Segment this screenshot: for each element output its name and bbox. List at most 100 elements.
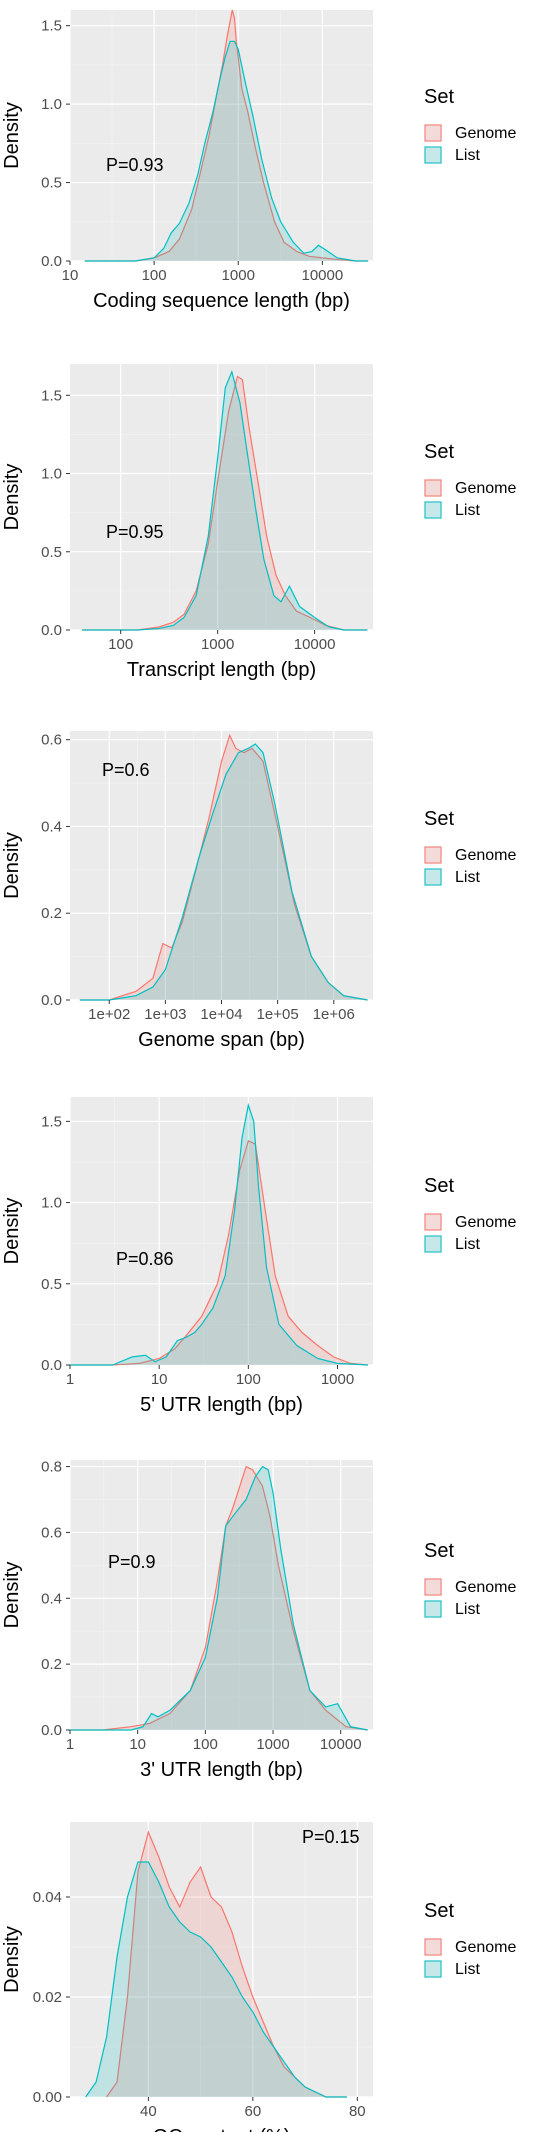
legend-key-background [424, 1600, 442, 1618]
legend-key-list [424, 1960, 442, 1978]
x-tick-label: 10000 [320, 1736, 362, 1753]
legend-label-list: List [455, 869, 480, 886]
legend-key-genome [424, 479, 442, 497]
density-fill-list [82, 371, 368, 630]
legend-title: Set [424, 441, 454, 463]
density-fill-genome [82, 376, 368, 630]
y-tick-label: 0.6 [41, 732, 62, 749]
density-fill-genome [84, 10, 369, 261]
legend-key-background [424, 846, 442, 864]
legend-title: Set [424, 1900, 454, 1922]
x-tick-label: 100 [108, 636, 133, 653]
legend-key-background [424, 146, 442, 164]
x-tick-label: 1000 [321, 1371, 354, 1388]
x-tick-label: 40 [140, 2103, 157, 2120]
legend-label-genome: Genome [455, 1214, 516, 1231]
density-panel-4: 1 10 100 1000 0.0 0.5 1.0 1.5 5' UTR length (bp)… [1, 1097, 516, 1416]
p-value-annotation: P=0.86 [116, 1249, 174, 1269]
density-fill-genome [70, 1466, 368, 1730]
density-line-genome [82, 375, 368, 631]
p-value-annotation: P=0.9 [108, 1552, 156, 1572]
y-tick-label: 0.5 [41, 544, 62, 561]
y-tick-label: 0.0 [41, 1722, 62, 1739]
x-tick-label: 1e+05 [257, 1006, 299, 1023]
legend-key-genome [424, 1938, 442, 1956]
y-tick-label: 0.00 [33, 2089, 62, 2106]
density-panel-2: 100 1000 10000 0.0 0.5 1.0 1.5 Transcript lengt… [1, 364, 516, 681]
legend-key-list [424, 146, 442, 164]
y-tick-label: 0.8 [41, 1459, 62, 1476]
legend-key-background [424, 501, 442, 519]
density-fill-list [79, 744, 368, 1000]
x-tick-label: 1e+02 [88, 1006, 130, 1023]
density-fill-genome [106, 1832, 347, 2097]
legend-label-list: List [455, 147, 480, 164]
density-panel-3: 1e+02 1e+03 1e+04 1e+05 1e+06 0.0 0.2 0.4 0.6 Gen… [1, 731, 516, 1051]
y-tick-label: 0.2 [41, 1656, 62, 1673]
panel-background [70, 1460, 373, 1730]
p-value-annotation: P=0.15 [302, 1827, 360, 1847]
x-tick-label: 100 [142, 267, 167, 284]
legend-key-background [424, 868, 442, 886]
legend-key-background [424, 1235, 442, 1253]
density-line-list [79, 743, 368, 1001]
x-tick-label: 1e+03 [144, 1006, 186, 1023]
legend-label-list: List [455, 1961, 480, 1978]
x-tick-label: 10 [129, 1736, 146, 1753]
y-tick-label: 0.04 [33, 1889, 62, 1906]
density-fill-list [70, 1105, 369, 1365]
y-tick-label: 0.4 [41, 818, 62, 835]
legend-label-genome: Genome [455, 1939, 516, 1956]
x-tick-label: 80 [349, 2103, 366, 2120]
legend-key-background [424, 1938, 442, 1956]
y-tick-label: 0.0 [41, 992, 62, 1009]
x-axis-title: 5' UTR length (bp) [140, 1394, 303, 1416]
x-axis-title: 3' UTR length (bp) [140, 1759, 303, 1781]
legend-key-background [424, 1960, 442, 1978]
density-panel-6: 40 60 80 0.00 0.02 0.04 GC content (%) Density P… [1, 1822, 516, 2132]
y-tick-label: 0.6 [41, 1524, 62, 1541]
x-tick-label: 1000 [256, 1736, 289, 1753]
legend-key-list [424, 501, 442, 519]
y-tick-label: 0.0 [41, 622, 62, 639]
y-axis-title: Density [1, 1926, 23, 1993]
y-tick-label: 1.0 [41, 466, 62, 483]
x-tick-label: 10 [62, 267, 79, 284]
density-line-genome [70, 1140, 369, 1366]
x-tick-label: 1 [66, 1371, 74, 1388]
p-value-annotation: P=0.93 [106, 155, 164, 175]
y-tick-label: 1.5 [41, 387, 62, 404]
density-panel-5: 1 10 100 1000 10000 0.0 0.2 0.4 0.6 0.8 3' UTR len… [1, 1459, 516, 1781]
legend-key-list [424, 1235, 442, 1253]
y-tick-label: 0.4 [41, 1590, 62, 1607]
density-fill-list [84, 41, 369, 261]
x-tick-label: 1e+04 [200, 1006, 242, 1023]
y-tick-label: 1.5 [41, 18, 62, 35]
legend-label-genome: Genome [455, 1579, 516, 1596]
density-line-list [85, 1861, 347, 2098]
x-axis-title: Coding sequence length (bp) [93, 290, 350, 312]
x-axis-title: Genome span (bp) [138, 1029, 305, 1051]
x-axis-title: GC content (%) [153, 2126, 291, 2132]
y-tick-label: 0.02 [33, 1989, 62, 2006]
y-tick-label: 0.0 [41, 1357, 62, 1374]
x-tick-label: 1e+06 [313, 1006, 355, 1023]
x-tick-label: 1000 [222, 267, 255, 284]
panel-background [70, 1097, 373, 1365]
y-axis-title: Density [1, 1562, 23, 1629]
legend-label-list: List [455, 1601, 480, 1618]
p-value-annotation: P=0.6 [102, 760, 150, 780]
density-line-list [70, 1102, 369, 1366]
y-tick-label: 1.0 [41, 96, 62, 113]
y-tick-label: 0.0 [41, 253, 62, 270]
legend-key-list [424, 868, 442, 886]
density-fill-list [70, 1466, 368, 1730]
p-value-annotation: P=0.95 [106, 522, 164, 542]
